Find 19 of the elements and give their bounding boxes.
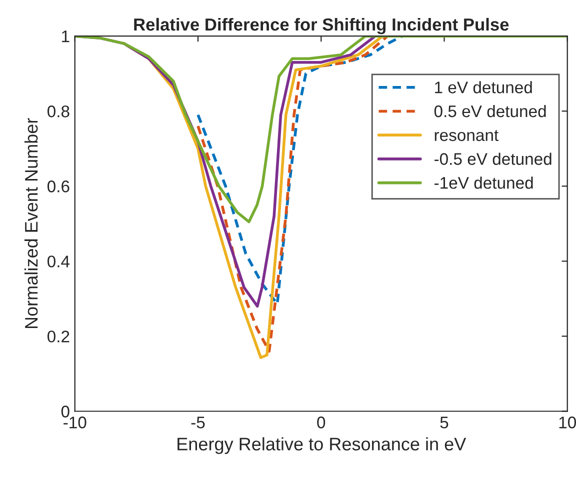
- y-tick-label: 0.4: [48, 256, 70, 268]
- x-axis-title: Energy Relative to Resonance in eV: [178, 437, 466, 454]
- legend-label: -1eV detuned: [434, 176, 533, 189]
- x-tick-label: 0: [317, 416, 326, 428]
- y-tick-label: 0.2: [48, 330, 70, 342]
- chart-title: Relative Difference for Shifting Incident Pulse: [134, 18, 509, 34]
- x-tick-label: -5: [191, 416, 205, 428]
- y-tick-label: 0.8: [48, 106, 70, 118]
- y-axis-title: Normalized Event Number: [24, 118, 38, 328]
- x-tick-label: 5: [440, 416, 448, 428]
- legend-label: -0.5 eV detuned: [434, 152, 552, 165]
- legend-label: 0.5 eV detuned: [434, 104, 546, 118]
- y-tick-label: 0.6: [48, 180, 70, 192]
- x-tick-label: -10: [64, 416, 86, 428]
- y-tick-label: 1: [62, 30, 70, 42]
- y-tick-label: 0: [61, 406, 70, 418]
- x-tick-label: 10: [559, 416, 576, 428]
- legend-label: 1 eV detuned: [435, 81, 532, 94]
- legend-label: resonant: [434, 130, 498, 142]
